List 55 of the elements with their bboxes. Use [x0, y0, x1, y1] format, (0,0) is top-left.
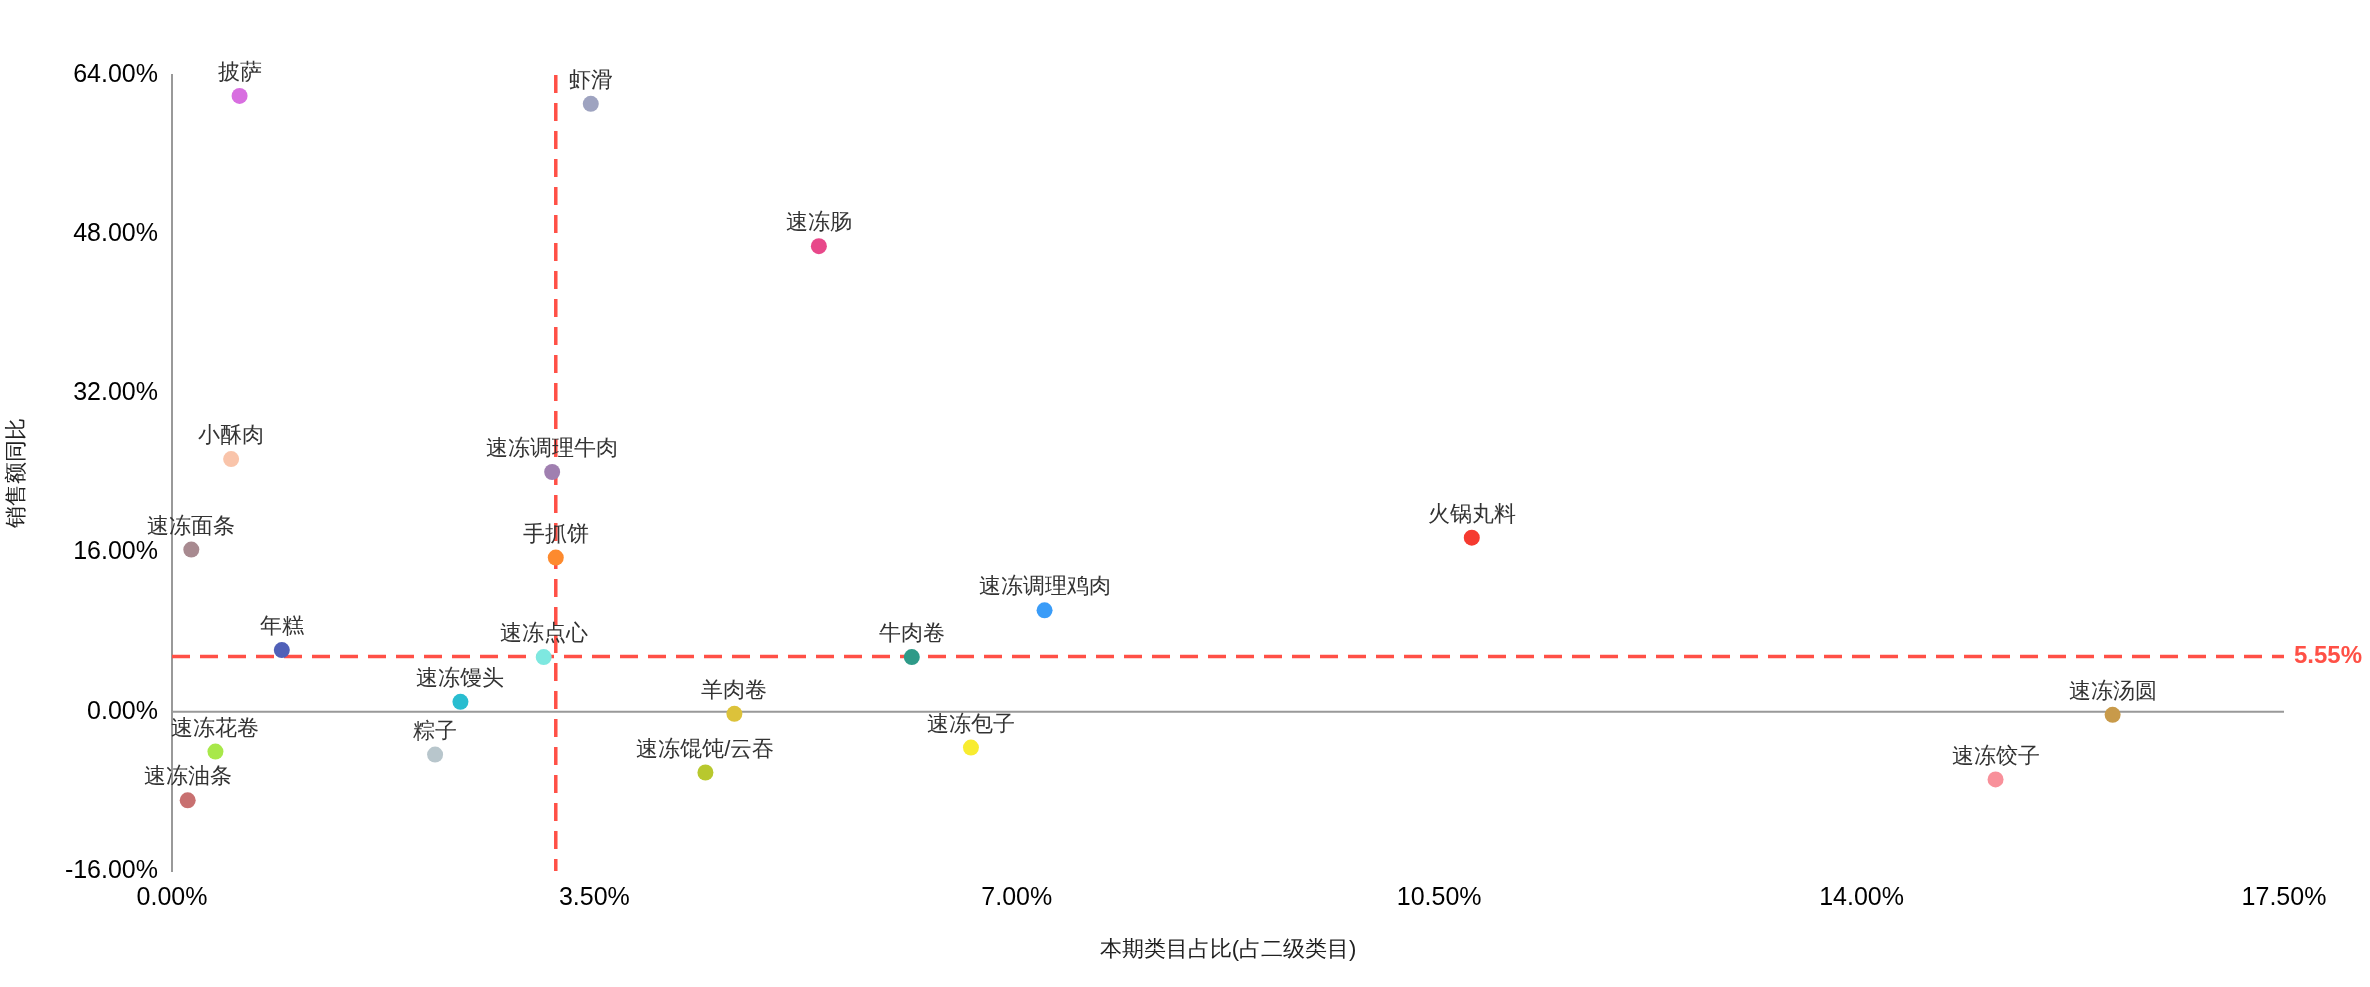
- series-label: 羊肉卷: [701, 676, 768, 702]
- y-tick-label: 32.00%: [73, 377, 158, 406]
- point: [582, 95, 599, 112]
- series-label: 速冻包子: [926, 710, 1015, 736]
- point: [179, 792, 196, 809]
- point: [1987, 771, 2004, 788]
- series-label: 速冻饺子: [1951, 742, 2040, 768]
- point: [231, 87, 248, 104]
- point: [427, 746, 444, 763]
- point: [223, 451, 240, 468]
- series-label: 披萨: [217, 58, 262, 84]
- series-label: 速冻面条: [147, 512, 236, 538]
- ref-line-label: 5.55%: [2294, 641, 2363, 669]
- x-tick-label: 10.50%: [1396, 881, 1482, 910]
- series-label: 速冻馄饨/云吞: [636, 735, 775, 761]
- series-label: 小酥肉: [198, 422, 265, 448]
- point: [452, 693, 469, 710]
- point: [544, 464, 561, 481]
- y-tick-label: -16.00%: [64, 854, 158, 883]
- point: [183, 541, 200, 558]
- series-label: 速冻点心: [499, 620, 588, 646]
- x-tick-label: 14.00%: [1819, 881, 1904, 910]
- series-label: 速冻汤圆: [2068, 677, 2157, 703]
- series-label: 速冻花卷: [171, 714, 260, 740]
- point: [273, 642, 290, 659]
- series-label: 速冻调理鸡肉: [978, 573, 1111, 599]
- series-label: 速冻油条: [143, 763, 232, 789]
- point: [726, 705, 743, 722]
- series-label: 速冻馒头: [416, 664, 505, 690]
- y-tick-label: 0.00%: [87, 695, 158, 724]
- point: [697, 764, 714, 781]
- y-tick-label: 64.00%: [73, 58, 158, 87]
- series-label: 虾滑: [568, 66, 613, 92]
- y-tick-label: 16.00%: [73, 536, 158, 565]
- point: [903, 649, 920, 666]
- series-label: 年糕: [259, 613, 304, 639]
- series-label: 牛肉卷: [878, 620, 945, 646]
- x-tick-label: 0.00%: [136, 881, 208, 910]
- y-tick-label: 48.00%: [73, 218, 158, 247]
- series-label: 速冻肠: [785, 209, 852, 235]
- y-axis-title: 销售额同比: [3, 418, 29, 529]
- point: [207, 743, 224, 760]
- point: [2104, 706, 2121, 723]
- point: [1463, 529, 1480, 546]
- series-label: 粽子: [413, 717, 458, 743]
- point: [535, 649, 552, 666]
- x-tick-label: 17.50%: [2241, 881, 2327, 910]
- x-tick-label: 3.50%: [558, 881, 630, 910]
- point: [962, 739, 979, 756]
- point: [810, 238, 827, 255]
- point: [1036, 602, 1053, 619]
- point: [547, 549, 564, 566]
- series-label: 火锅丸料: [1427, 500, 1516, 526]
- x-axis-title: 本期类目占比(占二级类目): [1099, 935, 1357, 961]
- x-tick-label: 7.00%: [981, 881, 1053, 910]
